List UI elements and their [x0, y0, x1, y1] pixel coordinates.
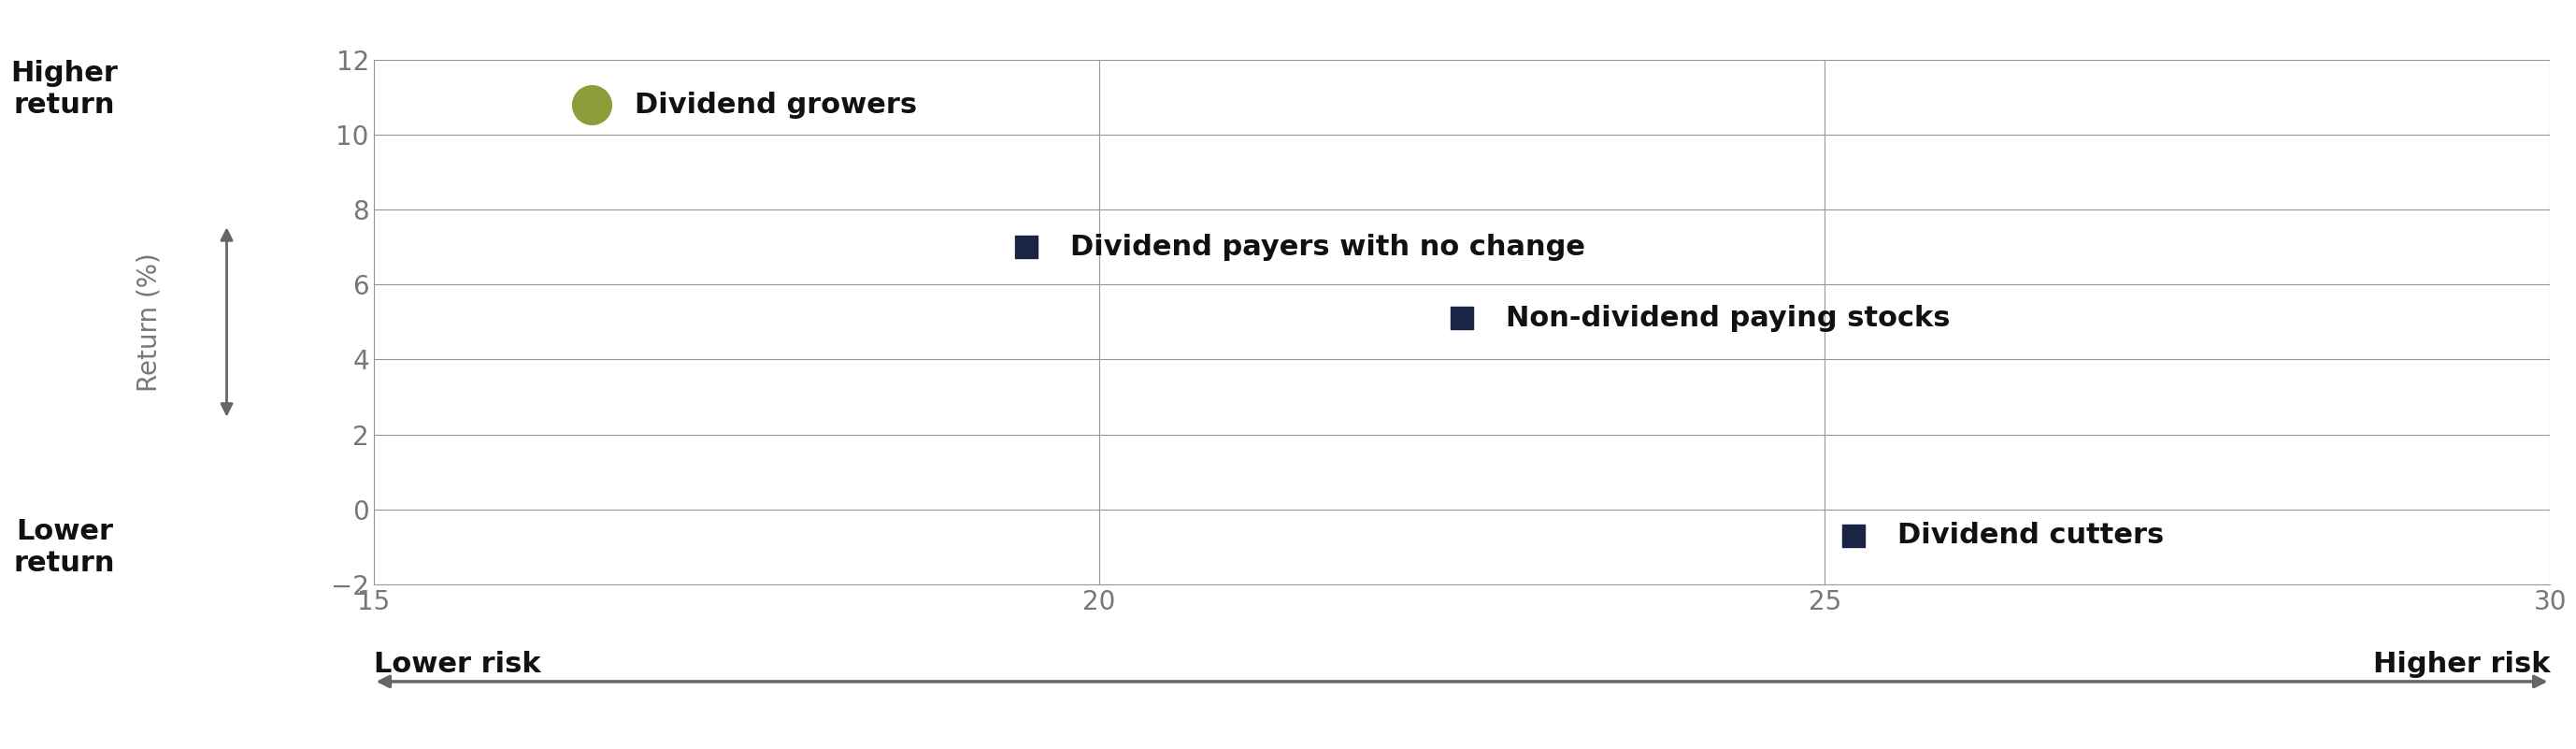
Text: Higher risk: Higher risk — [2372, 651, 2550, 678]
Point — [1834, 530, 1875, 542]
Text: Dividend growers: Dividend growers — [634, 91, 917, 118]
Text: Lower
return: Lower return — [13, 518, 116, 577]
Text: Return (%): Return (%) — [137, 252, 162, 392]
Text: Lower risk: Lower risk — [374, 651, 541, 678]
Point — [569, 99, 613, 111]
Point — [1443, 312, 1484, 324]
Text: Higher
return: Higher return — [10, 60, 118, 118]
Point — [1005, 241, 1046, 253]
Text: Non-dividend paying stocks: Non-dividend paying stocks — [1504, 305, 1950, 332]
Text: Dividend payers with no change: Dividend payers with no change — [1069, 234, 1584, 261]
Text: Dividend cutters: Dividend cutters — [1896, 522, 2164, 549]
